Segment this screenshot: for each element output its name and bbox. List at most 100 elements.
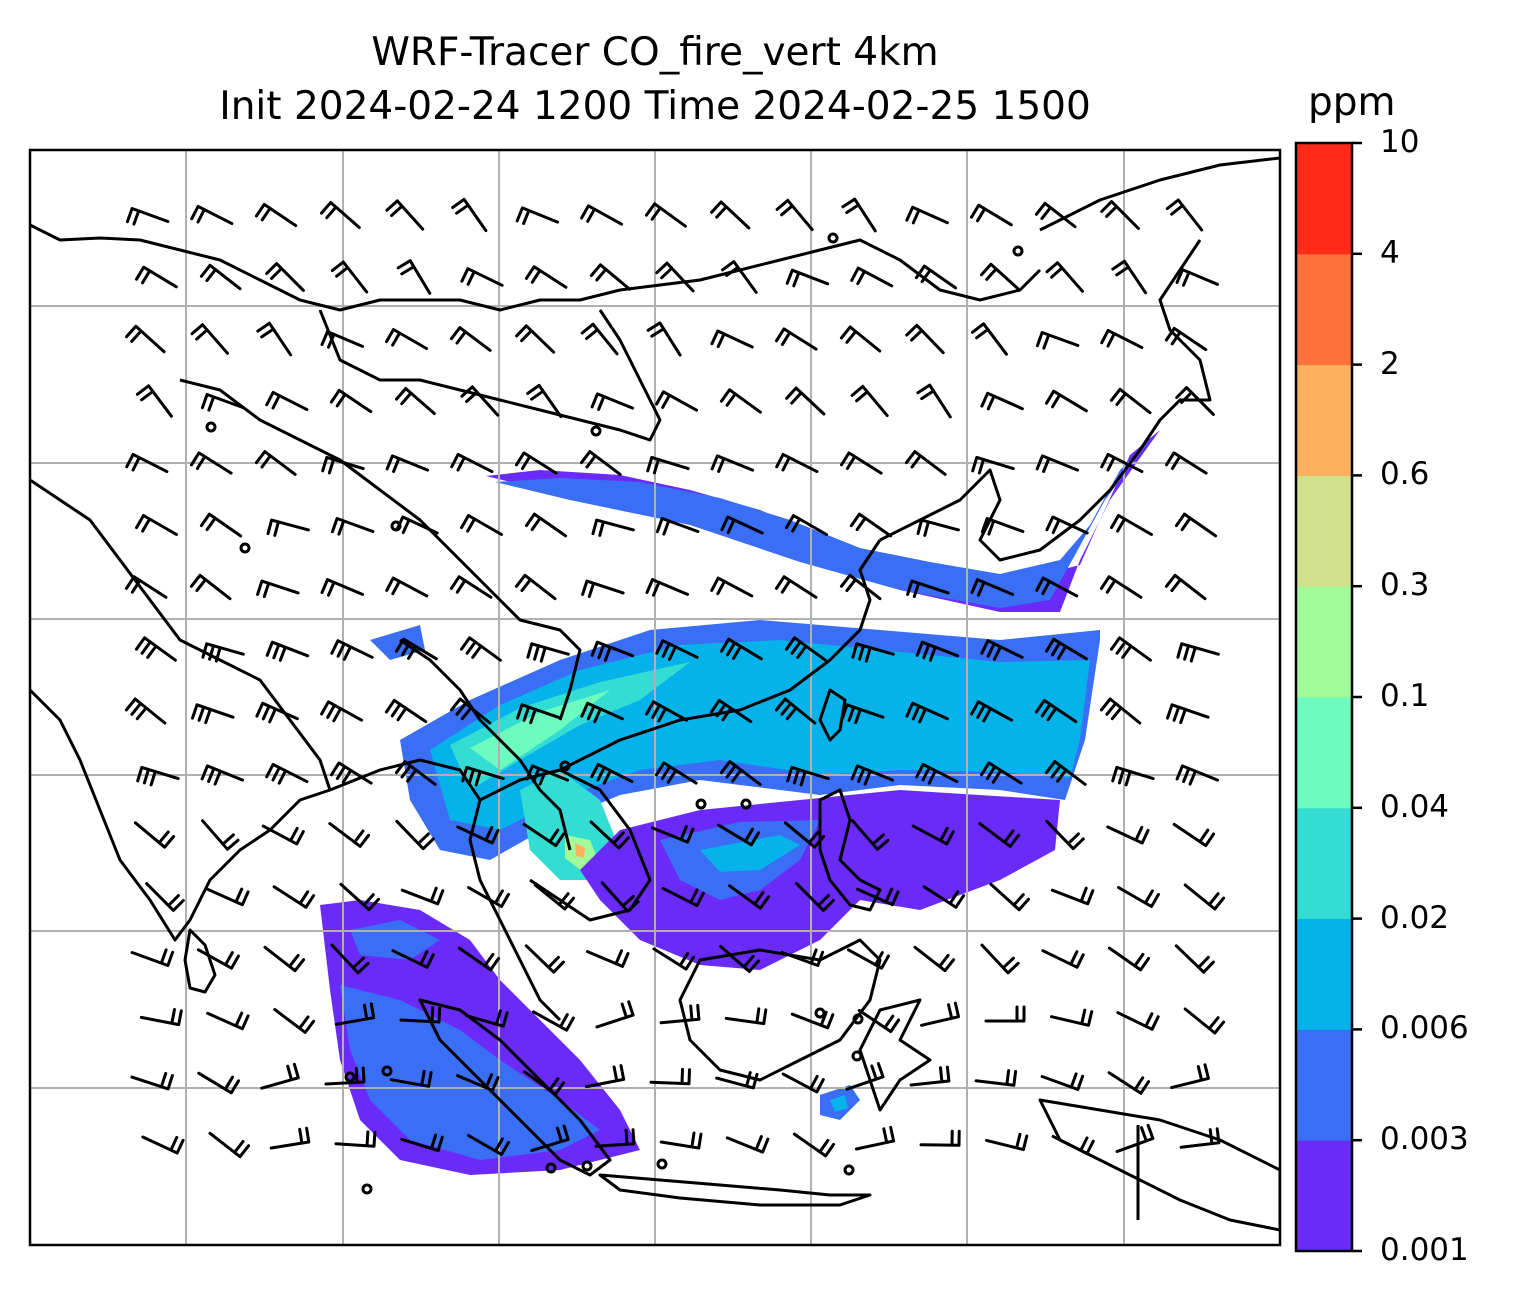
wind-barb: [400, 886, 445, 906]
wind-barb: [970, 578, 1014, 597]
wind-barb: [589, 263, 632, 291]
wind-barb: [919, 1129, 961, 1147]
wind-barb: [141, 1135, 185, 1155]
wind-barb: [320, 700, 364, 723]
colorbar-segment: [1296, 1029, 1352, 1141]
wind-barb: [849, 512, 893, 538]
wind-barb: [579, 450, 622, 476]
wind-barb: [396, 259, 432, 295]
wind-barb: [841, 197, 877, 233]
wind-barb: [263, 945, 306, 973]
wind-barb: [970, 322, 1008, 356]
wind-barb: [1099, 697, 1142, 725]
wind-barb: [1109, 636, 1152, 662]
wind-barb: [201, 642, 245, 663]
wind-barb: [980, 943, 1020, 975]
wind-barb: [710, 329, 754, 349]
wind-barb: [515, 324, 556, 354]
wind-barb: [330, 943, 370, 975]
wind-barb: [1111, 765, 1155, 787]
wind-barb: [589, 820, 630, 850]
wind-barb: [395, 819, 435, 851]
wind-barb: [125, 452, 169, 474]
wind-barb: [1045, 389, 1088, 413]
wind-barb: [720, 637, 763, 661]
chart-title-line1: WRF-Tracer CO_fire_vert 4km: [371, 30, 939, 75]
wind-barb: [856, 887, 900, 907]
wind-barb: [655, 761, 698, 785]
wind-barb: [1100, 452, 1144, 474]
wind-barb: [790, 1010, 835, 1030]
wind-barb: [1034, 201, 1077, 229]
wind-barb: [645, 578, 689, 597]
wind-barb: [1034, 698, 1078, 724]
wind-barb: [208, 1131, 251, 1159]
wind-barb: [134, 636, 177, 662]
wind-barb: [395, 387, 436, 415]
wind-barb: [125, 324, 166, 354]
wind-barb: [526, 383, 563, 419]
wind-barb: [125, 207, 170, 226]
wind-barb: [190, 323, 229, 355]
wind-barb: [516, 703, 560, 725]
wind-barb: [329, 388, 373, 414]
wind-barb: [265, 262, 305, 292]
wind-barb: [135, 514, 178, 536]
wind-barb: [1164, 326, 1208, 352]
wind-barb: [206, 887, 250, 907]
coastline-sulawesi: [858, 998, 932, 1112]
wind-barb: [461, 765, 505, 787]
wind-barb: [449, 575, 493, 599]
wind-barb: [533, 883, 576, 911]
wind-barb: [1165, 451, 1208, 475]
wind-barb: [659, 1003, 701, 1025]
wind-barb: [394, 760, 437, 786]
wind-barb: [984, 1005, 1026, 1023]
colorbar-segment: [1296, 1140, 1352, 1252]
wind-barb: [974, 1069, 1018, 1087]
wind-barb: [201, 819, 240, 851]
wind-barb: [600, 881, 640, 913]
wind-barb: [724, 1007, 768, 1026]
wind-barb: [1040, 1072, 1085, 1091]
wind-barb: [199, 512, 243, 538]
wind-barb: [728, 884, 771, 910]
wind-barb: [449, 326, 492, 352]
wind-barb: [135, 384, 173, 418]
wind-barb: [980, 262, 1021, 292]
coastline-india: [30, 478, 332, 942]
wind-barb: [645, 700, 689, 723]
coastline-sumatra: [418, 998, 612, 1177]
wind-barb: [457, 946, 501, 972]
wind-barb: [465, 1009, 509, 1028]
colorbar-segment: [1296, 143, 1352, 255]
wind-barb: [774, 575, 818, 599]
tracer-plume-layer: [320, 430, 1160, 1175]
wind-barb: [395, 637, 438, 661]
wind-barb: [719, 945, 760, 973]
wind-barb: [524, 512, 568, 538]
wind-barb: [839, 573, 882, 601]
wind-barb: [330, 517, 375, 536]
wind-barb: [915, 762, 959, 785]
wind-barb: [594, 1128, 636, 1148]
wind-barb: [850, 764, 895, 786]
coastline-korea-japan: [879, 239, 1212, 562]
wind-barb: [1116, 1011, 1160, 1031]
wind-barb: [265, 762, 309, 785]
wind-barb: [391, 949, 435, 969]
wind-barb: [709, 698, 753, 724]
wind-barb: [206, 1011, 250, 1031]
wind-barb: [781, 1072, 825, 1094]
wind-barb: [916, 383, 952, 419]
wind-barb: [786, 765, 830, 787]
wind-barb: [904, 450, 947, 476]
wind-barb: [909, 1065, 951, 1087]
wind-barb: [581, 579, 625, 599]
wind-barb: [839, 325, 882, 353]
colorbar-tick-label: 0.006: [1380, 1010, 1469, 1047]
wind-barbs-layer: [124, 197, 1226, 1159]
wind-barb: [133, 821, 176, 849]
wind-barb: [456, 1073, 500, 1092]
coastline-java: [598, 1173, 872, 1207]
